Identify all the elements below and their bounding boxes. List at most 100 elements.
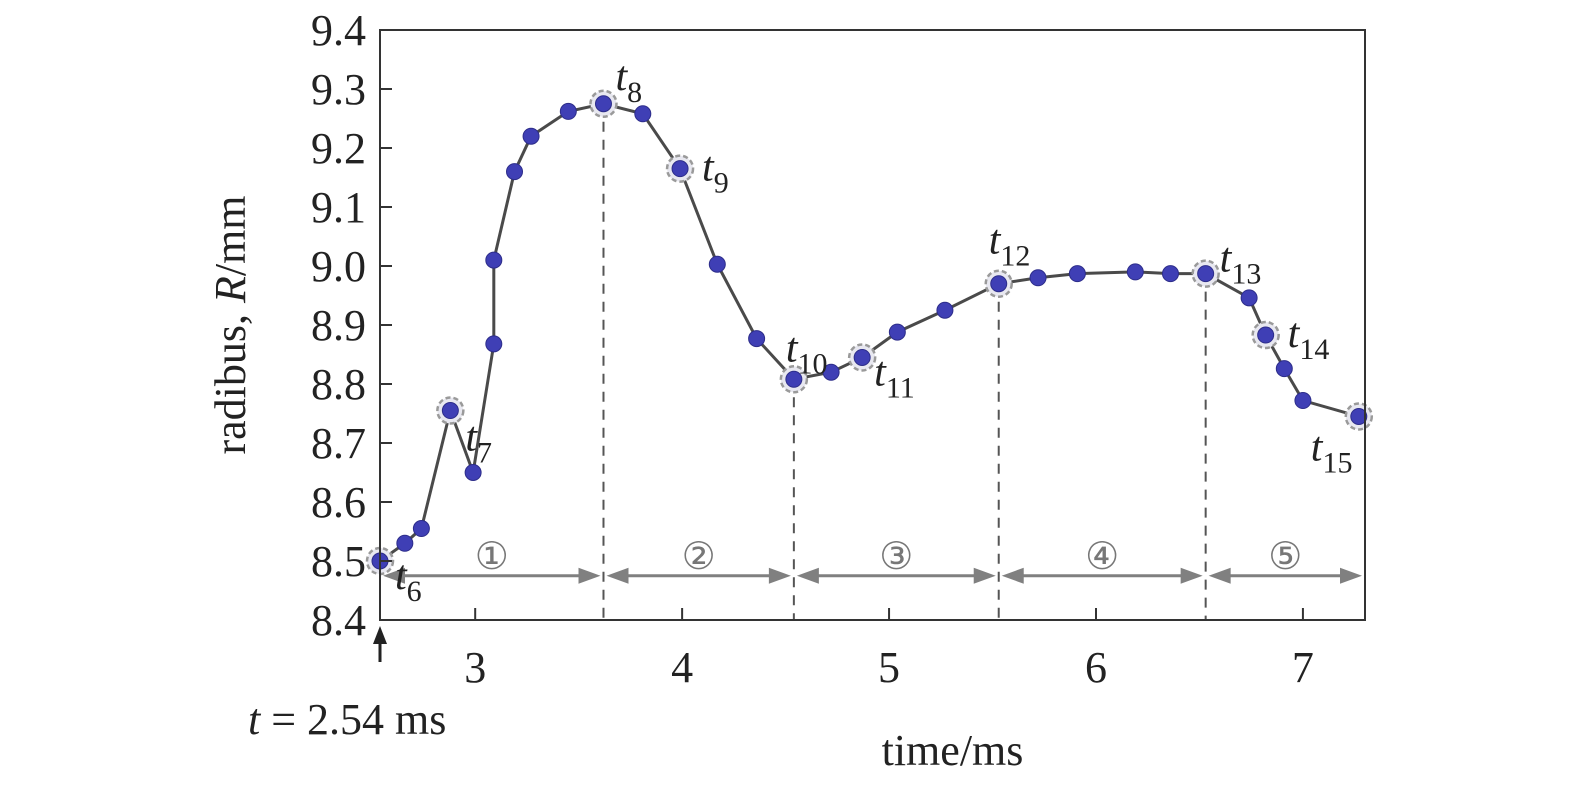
data-point (1161, 265, 1179, 283)
data-point (1275, 360, 1293, 378)
point-label-var: t (786, 325, 799, 371)
data-point (1197, 265, 1215, 283)
region-labels-layer: ① ② ③ ④ ⑤ (475, 536, 1303, 578)
data-point (485, 335, 503, 353)
region-arrow-head-left (606, 567, 629, 584)
x-axis-title: time/ms (882, 726, 1024, 775)
point-label-var: t (1311, 424, 1324, 470)
point-label: t13 (1220, 236, 1262, 291)
point-label-var: t (874, 349, 887, 395)
data-point (412, 520, 430, 538)
y-tick-label: 9.2 (311, 124, 366, 173)
point-label-var: t (702, 145, 715, 191)
data-point (708, 255, 726, 273)
y-axis-ticks: 8.4 8.5 8.6 8.7 8.8 8.9 9.0 9.1 9.2 9.3 9.4 (311, 6, 392, 645)
point-label-var: t (615, 54, 628, 100)
y-tick-label: 9.0 (311, 242, 366, 291)
point-label-var: t (1220, 236, 1233, 282)
data-point (522, 127, 540, 145)
point-label: t15 (1311, 424, 1353, 479)
data-point (888, 323, 906, 341)
point-label-var: t (1288, 311, 1301, 357)
region-arrows-layer (383, 567, 1362, 584)
data-point (1350, 407, 1368, 425)
x-tick-label: 6 (1085, 643, 1107, 692)
data-point (1029, 269, 1047, 287)
data-point (1240, 289, 1258, 307)
point-label-sub: 13 (1231, 258, 1261, 291)
data-point (853, 348, 871, 366)
region-arrow-head-left (1001, 567, 1024, 584)
point-label-sub: 14 (1299, 333, 1329, 366)
y-tick-label: 9.4 (311, 6, 366, 55)
start-annotation: t = 2.54 ms (248, 626, 446, 744)
region-arrow-head-right (768, 567, 791, 584)
data-point (990, 275, 1008, 293)
y-tick-label: 8.4 (311, 596, 366, 645)
start-arrow-head (373, 626, 387, 644)
region-arrow-head-left (383, 567, 405, 584)
region-arrow-head-right (973, 567, 996, 584)
region-arrow-head-left (1208, 567, 1231, 584)
data-point (441, 402, 459, 420)
y-tick-label: 8.6 (311, 478, 366, 527)
point-label-sub: 11 (886, 371, 915, 404)
x-tick-label: 7 (1292, 643, 1314, 692)
x-tick-label: 3 (464, 643, 486, 692)
x-axis-ticks: 3 4 5 6 7 (464, 608, 1314, 692)
start-annotation-value: = 2.54 ms (260, 695, 446, 744)
region-label: ① (475, 536, 509, 578)
point-label: t11 (874, 349, 915, 404)
y-tick-label: 8.9 (311, 301, 366, 350)
point-label-sub: 6 (407, 575, 422, 608)
start-annotation-var: t (248, 695, 262, 744)
y-axis-title-unit: /mm (206, 195, 255, 276)
data-point (785, 370, 803, 388)
region-arrow-head-right (1180, 567, 1203, 584)
data-point (822, 363, 840, 381)
y-tick-label: 8.7 (311, 419, 366, 468)
y-axis-title-var: R (206, 276, 255, 304)
point-label: t7 (465, 415, 492, 470)
region-label: ⑤ (1268, 536, 1302, 578)
data-point (485, 251, 503, 269)
y-axis-title-prefix: radibus, (206, 303, 255, 455)
series-line (379, 102, 1360, 563)
point-label: t9 (702, 145, 729, 200)
data-points-layer (365, 89, 1374, 576)
region-arrow-head-left (796, 567, 819, 584)
y-tick-label: 8.5 (311, 537, 366, 586)
y-tick-label: 9.1 (311, 183, 366, 232)
series-line-layer (379, 102, 1360, 563)
region-arrow-head-right (578, 567, 601, 584)
data-point (936, 301, 954, 319)
data-point (594, 95, 612, 113)
point-label: t14 (1288, 311, 1330, 366)
point-label: t8 (615, 54, 642, 109)
region-arrow-head-right (1340, 567, 1362, 584)
plot-frame (379, 29, 1366, 621)
point-label-var: t (395, 553, 408, 599)
region-label: ③ (879, 536, 913, 578)
point-label-var: t (465, 415, 478, 461)
point-label-sub: 10 (798, 347, 828, 380)
point-label: t10 (786, 325, 828, 380)
data-point (671, 160, 689, 178)
x-tick-label: 4 (671, 643, 693, 692)
y-axis-title: radibus, R/mm (206, 195, 255, 454)
dividers-layer (602, 103, 1207, 620)
data-point (748, 330, 766, 348)
point-label-var: t (989, 218, 1002, 264)
data-point (1068, 265, 1086, 283)
point-label-sub: 9 (714, 167, 729, 200)
data-point (559, 102, 577, 120)
x-tick-label: 5 (878, 643, 900, 692)
data-point (1126, 263, 1144, 281)
data-point (396, 534, 414, 552)
data-point (506, 163, 524, 181)
point-label: t12 (989, 218, 1031, 273)
point-label-sub: 12 (1000, 240, 1030, 273)
point-label-sub: 7 (477, 437, 492, 470)
